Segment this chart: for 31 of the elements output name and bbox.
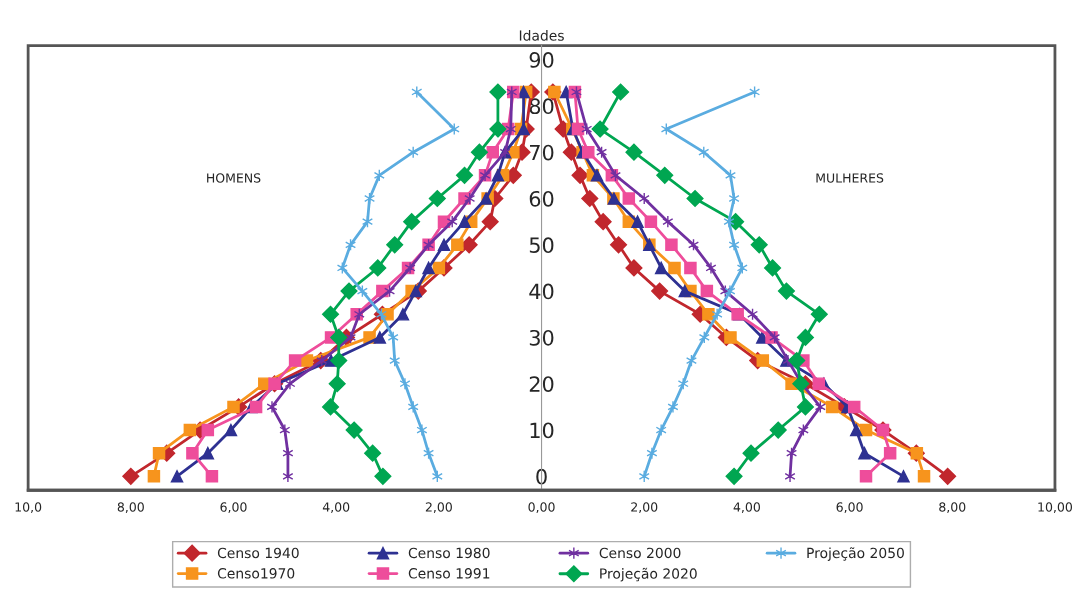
y-tick-label: 30 xyxy=(529,329,554,346)
legend-label: Censo 1980 xyxy=(408,547,490,559)
y-tick-label: 80 xyxy=(529,98,554,115)
y-tick-label: 40 xyxy=(529,283,554,300)
x-tick-label: 4,00 xyxy=(733,502,760,513)
legend-label: Projeção 2050 xyxy=(807,547,904,561)
x-tick-label: 6,00 xyxy=(220,502,247,513)
x-tick-label: 8,00 xyxy=(117,502,144,513)
x-tick-label: 2,00 xyxy=(425,502,452,513)
x-tick-label: 8,00 xyxy=(939,502,966,513)
y-tick-label: 50 xyxy=(529,237,554,254)
legend-label: Censo 2000 xyxy=(599,547,681,559)
y-tick-label: 70 xyxy=(529,144,554,161)
x-tick-label: 0,00 xyxy=(528,502,555,513)
x-tick-label: 10,00 xyxy=(1038,502,1073,513)
x-tick-label: 2,00 xyxy=(631,502,658,513)
y-tick-label: 60 xyxy=(529,190,554,207)
legend-label: Projeção 2020 xyxy=(600,567,697,582)
legend-label: Censo 1991 xyxy=(408,568,490,579)
annotation: HOMENS xyxy=(207,173,261,183)
y-axis-title: Idades xyxy=(519,30,564,41)
y-tick-label: 0 xyxy=(536,468,547,485)
x-tick-label: 10,0 xyxy=(15,502,42,513)
annotation: MULHERES xyxy=(816,173,884,183)
y-tick-label: 20 xyxy=(529,376,554,392)
legend-label: Censo1970 xyxy=(217,568,295,579)
x-tick-label: 4,00 xyxy=(322,502,350,513)
legend-label: Censo 1940 xyxy=(217,547,299,559)
y-tick-label: 10 xyxy=(530,422,554,439)
y-tick-label: 90 xyxy=(529,52,554,68)
x-tick-label: 6,00 xyxy=(836,502,863,513)
